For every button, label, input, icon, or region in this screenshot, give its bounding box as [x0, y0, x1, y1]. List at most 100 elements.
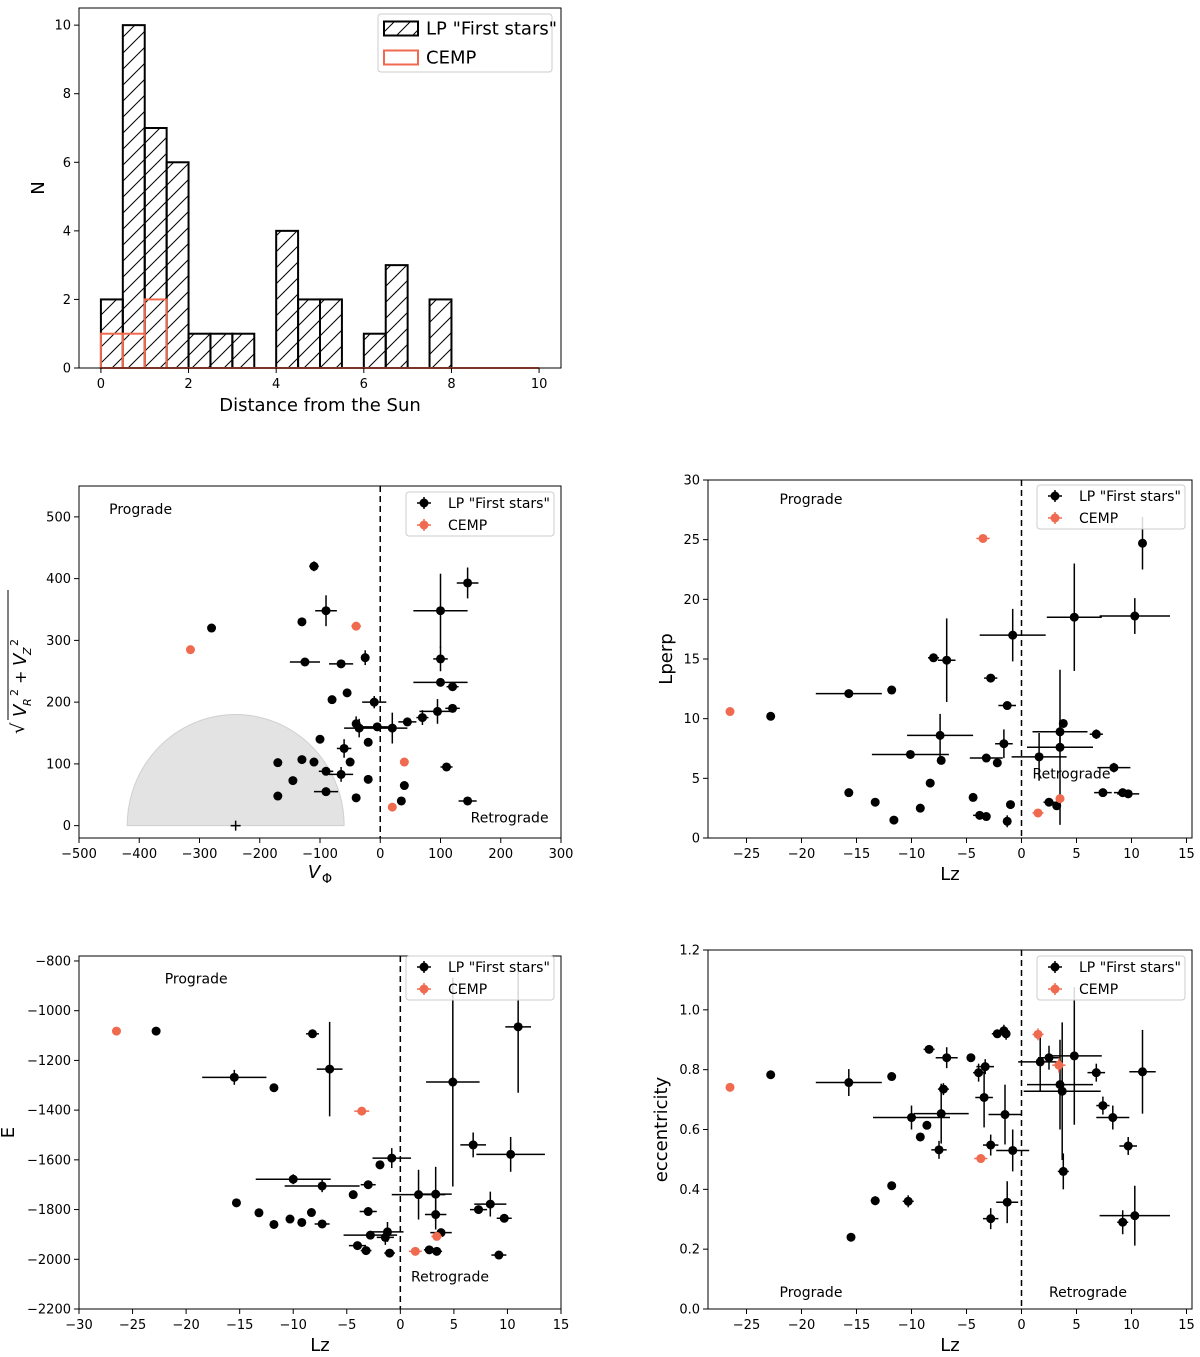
vphi-lp-star-point: [309, 561, 319, 571]
energy-legend-label: LP "First stars": [448, 960, 550, 976]
energy-legend-label: CEMP: [448, 982, 487, 998]
ecc-xtick-label: −10: [898, 1318, 925, 1333]
lperp-lp-star-point: [915, 803, 925, 813]
hist-xtick-label: 10: [531, 377, 548, 392]
ecc-lp-star-point: [1058, 1166, 1068, 1176]
vphi-lp-star-point: [463, 796, 473, 806]
hist-lp-bar: [384, 264, 409, 369]
energy-xtick-label: 10: [499, 1318, 516, 1333]
energy-xtick-label: −10: [280, 1318, 307, 1333]
hist-lp-bar: [362, 332, 387, 370]
lperp-xtick-label: −15: [843, 847, 870, 862]
ecc-lp-star-point: [1001, 1029, 1011, 1039]
vphi-ylabel: √: [8, 722, 29, 734]
vphi-ylabel-group: √VR2+VZ2: [7, 590, 34, 734]
lperp-lp-star-point: [999, 739, 1009, 749]
vphi-lp-star-point: [327, 695, 337, 705]
vphi-lp-star-point: [297, 617, 307, 627]
hist-axes-frame: [78, 7, 562, 369]
vphi-lp-star-point: [300, 657, 310, 667]
energy-lp-star-point: [485, 1199, 495, 1209]
lperp-lp-star-point: [1052, 801, 1062, 811]
ecc-lp-star-point: [915, 1132, 925, 1142]
lperp-ytick-label: 20: [683, 593, 700, 608]
ecc-lp-star-point: [887, 1181, 897, 1191]
lperp-lp-star-point: [986, 673, 996, 683]
lperp-lp-star-point: [1091, 729, 1101, 739]
lperp-lp-star-point: [1098, 788, 1108, 798]
energy-lp-star-point: [231, 1198, 241, 1208]
vphi-lp-star-point: [273, 758, 283, 768]
vphi-ytick-label: 400: [46, 572, 71, 587]
hist-lp-bar: [428, 298, 453, 369]
ecc-lp-star-point: [938, 1084, 948, 1094]
hist-ytick-label: 10: [54, 19, 71, 34]
ecc-lp-star-point: [986, 1214, 996, 1224]
ecc-legend-box: [1036, 955, 1186, 1001]
vphi-xtick-label: 300: [549, 847, 574, 862]
vphi-lp-star-point: [436, 654, 445, 664]
ecc-xtick-label: 5: [1072, 1318, 1080, 1333]
vphi-lp-star-point: [321, 766, 331, 776]
hist-legend-label: CEMP: [426, 48, 476, 69]
lperp-lp-star-point: [1109, 763, 1119, 773]
energy-lp-star-point: [317, 1181, 327, 1191]
ecc-lp-star-point: [1044, 1053, 1054, 1063]
lperp-xtick-label: −25: [733, 847, 760, 862]
vphi-lp-star-point: [369, 697, 379, 707]
ecc-lp-star-point: [1123, 1141, 1133, 1151]
vphi-lp-star-point: [432, 706, 442, 716]
ecc-cemp-point: [1054, 1060, 1064, 1070]
energy-lp-star-point: [382, 1227, 392, 1237]
hist-xtick-label: 6: [360, 377, 368, 392]
ecc-lp-star-point: [966, 1053, 976, 1063]
vphi-lp-star-point: [336, 659, 346, 669]
lperp-ytick-label: 10: [683, 712, 700, 727]
energy-lp-star-point: [229, 1072, 239, 1082]
vphi-lp-star-point: [315, 734, 325, 744]
ecc-lp-star-point: [1138, 1067, 1147, 1077]
ecc-lp-star-point: [1091, 1068, 1101, 1078]
hist-xtick-label: 2: [184, 377, 192, 392]
vphi-legend-marker: [419, 520, 429, 530]
lperp-lp-star-point: [968, 792, 978, 802]
vphi-lp-star-point: [442, 762, 452, 772]
hist-lp-bar: [319, 298, 343, 369]
energy-ytick-label: −1600: [27, 1153, 71, 1168]
energy-axes-frame: [78, 955, 562, 1310]
lperp-xtick-label: 0: [1017, 847, 1025, 862]
ecc-axes-frame: [707, 949, 1193, 1310]
ecc-lp-star-point: [1069, 1051, 1079, 1061]
ecc-xtick-label: 0: [1017, 1318, 1025, 1333]
ecc-lp-star-point: [974, 1068, 984, 1078]
energy-lp-star-point: [352, 1241, 362, 1251]
vphi-lp-star-point: [351, 793, 361, 803]
vphi-xtick-label: −300: [182, 847, 218, 862]
energy-lp-star-point: [297, 1217, 307, 1227]
velocity-panel: −500 −400 −300 −200 −100 0 100 200 300 0 100 200 300…: [7, 485, 574, 887]
ecc-ytick-label: 1.2: [679, 944, 700, 959]
vphi-ylabel: R: [21, 698, 34, 706]
lperp-lp-star-point: [1058, 718, 1068, 728]
lperp-xtick-label: −20: [788, 847, 815, 862]
energy-lp-star-point: [361, 1246, 371, 1256]
hist-lp-bar: [231, 332, 256, 370]
ecc-xlabel: Lz: [940, 1335, 959, 1356]
energy-lp-star-point: [285, 1214, 295, 1224]
vphi-lp-star-point: [396, 796, 406, 806]
energy-ytick-label: −1800: [27, 1203, 71, 1218]
vphi-lp-star-point: [273, 791, 283, 801]
lperp-lp-star-point: [1002, 816, 1012, 826]
ecc-lp-star-point: [942, 1053, 952, 1063]
lperp-legend-marker: [1050, 513, 1060, 523]
lperp-lp-star-point: [929, 653, 938, 663]
energy-lp-star-point: [385, 1248, 395, 1258]
energy-xtick-label: 5: [450, 1318, 458, 1333]
hist-ytick-label: 2: [63, 293, 71, 308]
lperp-lp-star-point: [766, 711, 776, 721]
vphi-ylabel: Z: [21, 647, 34, 656]
ecc-ytick-label: 0.0: [679, 1303, 700, 1318]
lperp-xtick-label: −5: [957, 847, 976, 862]
ecc-lp-star-point: [1098, 1101, 1108, 1111]
vphi-lp-star-point: [372, 722, 382, 732]
